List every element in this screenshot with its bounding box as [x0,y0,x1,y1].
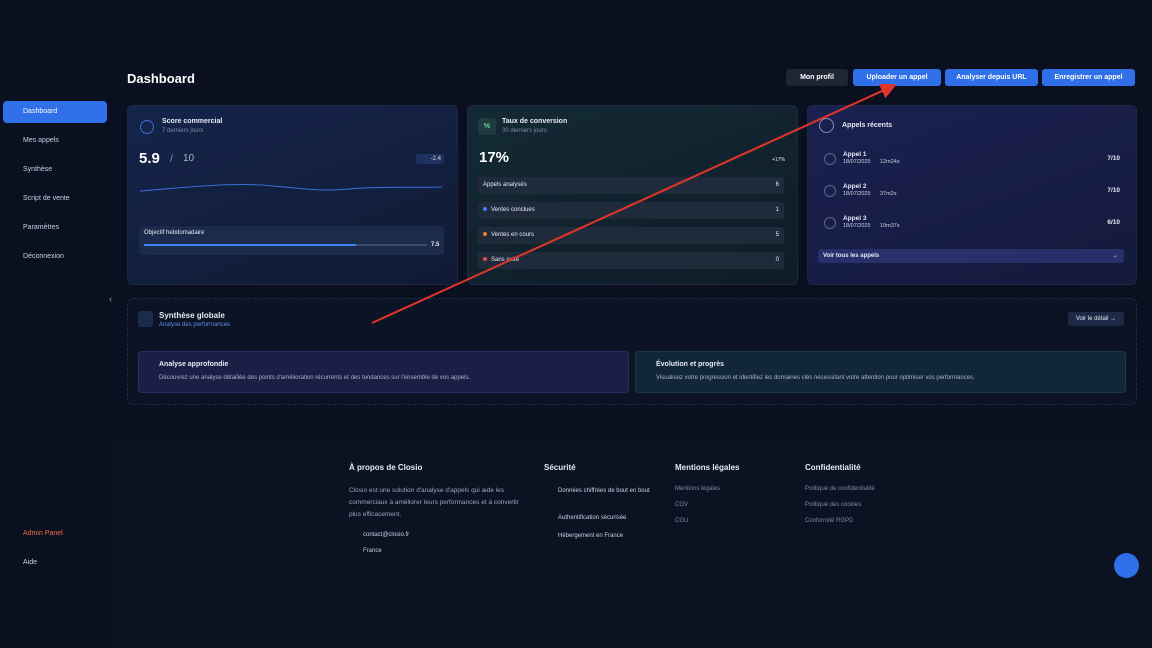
objective-label: Objectif hebdomadaire [144,230,205,236]
nav-item[interactable]: Paramètres [23,224,60,231]
call-score: 6/10 [1107,219,1120,226]
trend: -2.4 [430,156,441,162]
footer-title: Sécurité [544,463,576,472]
nav-item[interactable]: Script de vente [23,195,70,202]
card-title: Taux de conversion [502,118,568,125]
card-title: Appels récents [842,122,893,129]
card-subtitle: 30 derniers jours [502,128,547,134]
nav-item[interactable]: Aide [23,559,38,566]
stat-label: Ventes conclues [491,207,535,213]
call-duration: 19m37s [880,223,900,229]
stat-label: Sans suite [491,257,520,263]
call-score: 7/10 [1107,155,1120,162]
chat-button[interactable] [1114,553,1139,578]
card-subtitle: 7 derniers jours [162,128,204,134]
footer-title: Mentions légales [675,463,740,472]
stat-label: Appels analysés [483,182,527,188]
nav-item[interactable]: Mes appels [23,137,59,144]
footer-item: Hébergement en France [558,533,624,539]
panel [138,351,629,393]
footer-link[interactable]: Politique des cookies [805,502,862,508]
call-name: Appel 1 [843,151,867,158]
call-score: 7/10 [1107,187,1120,194]
section-subtitle: Analyse des performances [159,322,231,328]
progress-fill [144,244,357,246]
footer-link[interactable]: CGV [675,502,689,508]
icon [140,120,154,134]
footer-link[interactable]: Mentions légales [675,486,721,492]
collapse-toggle[interactable]: ‹ [109,294,113,305]
stat-row: Ventes conclues 1 [478,202,784,219]
stat-value: 0 [775,257,779,263]
panel [635,351,1126,393]
footer-title: Confidentialité [805,463,861,472]
footer-title: À propos de Closio [349,463,423,472]
panel-title: Évolution et progrès [656,361,725,368]
trend: +17% [772,157,785,163]
footer-link[interactable]: CGU [675,518,689,524]
call-name: Appel 3 [843,215,867,222]
footer-location: France [363,548,382,554]
section-title: Synthèse globale [159,311,225,320]
nav-item[interactable]: Synthèse [23,166,53,173]
footer-link[interactable]: Conformité RGPD [805,518,854,524]
call-duration: 12m24s [880,159,900,165]
footer-item: Données chiffrées de bout en bout [558,488,650,494]
call-date: 18/07/2025 [843,223,871,229]
sparkline [139,184,443,192]
call-name: Appel 2 [843,183,867,190]
score: 5.9 [139,150,160,167]
icon [824,185,836,197]
footer-contact[interactable]: contact@closio.fr [363,532,410,538]
icon [824,217,836,229]
objective-box [139,226,444,255]
button[interactable]: Enregistrer un appel [1042,69,1135,86]
page-title: Dashboard [127,71,195,86]
link-text[interactable]: Voir le détail [1075,316,1109,322]
link-button[interactable]: Voir tous les appels → [818,249,1124,263]
call-date: 18/07/2025 [843,159,871,165]
stat-value: 5 [775,232,779,238]
panel-text: Visualisez votre progression et identifi… [656,375,975,381]
icon [824,153,836,165]
footer-text: Closio est une solution d'analyse d'appe… [349,487,519,518]
icon: % [478,118,496,135]
footer-item: Authentification sécurisée [558,515,627,521]
icon [819,118,834,133]
link-text[interactable]: Voir tous les appels [823,253,880,259]
score-max: 10 [183,153,195,164]
button[interactable]: Analyser depuis URL [945,69,1038,86]
stat-value: 1 [775,207,779,213]
trend-badge: -2.4 [416,154,444,164]
separator: / [170,154,173,165]
panel-title: Analyse approfondie [159,361,229,368]
objective-value: 7.5 [431,242,440,248]
card-title: Score commercial [162,118,223,125]
footer [114,437,1152,648]
button[interactable]: Uploader un appel [853,69,941,86]
call-duration: 37m2s [880,191,897,197]
panel-text: Découvrez une analyse détaillée des poin… [159,375,471,381]
stat-value: 6 [775,182,779,188]
stat-label: Ventes en cours [491,232,535,238]
call-date: 18/07/2025 [843,191,871,197]
annotation-arrow [371,83,897,324]
stat-row: Sans suite 0 [478,252,784,269]
nav-item[interactable]: Déconnexion [23,253,64,260]
nav-item[interactable]: Dashboard [3,101,107,123]
icon [138,311,153,327]
link-button[interactable]: Voir le détail → [1068,312,1124,326]
nav-item[interactable]: Admin Panel [23,530,63,537]
score-card [127,105,458,285]
rate: 17% [479,149,510,166]
footer-link[interactable]: Politique de confidentialité [805,486,875,492]
stat-row: Appels analysés 6 [478,177,784,194]
button[interactable]: Mon profil [786,69,848,86]
